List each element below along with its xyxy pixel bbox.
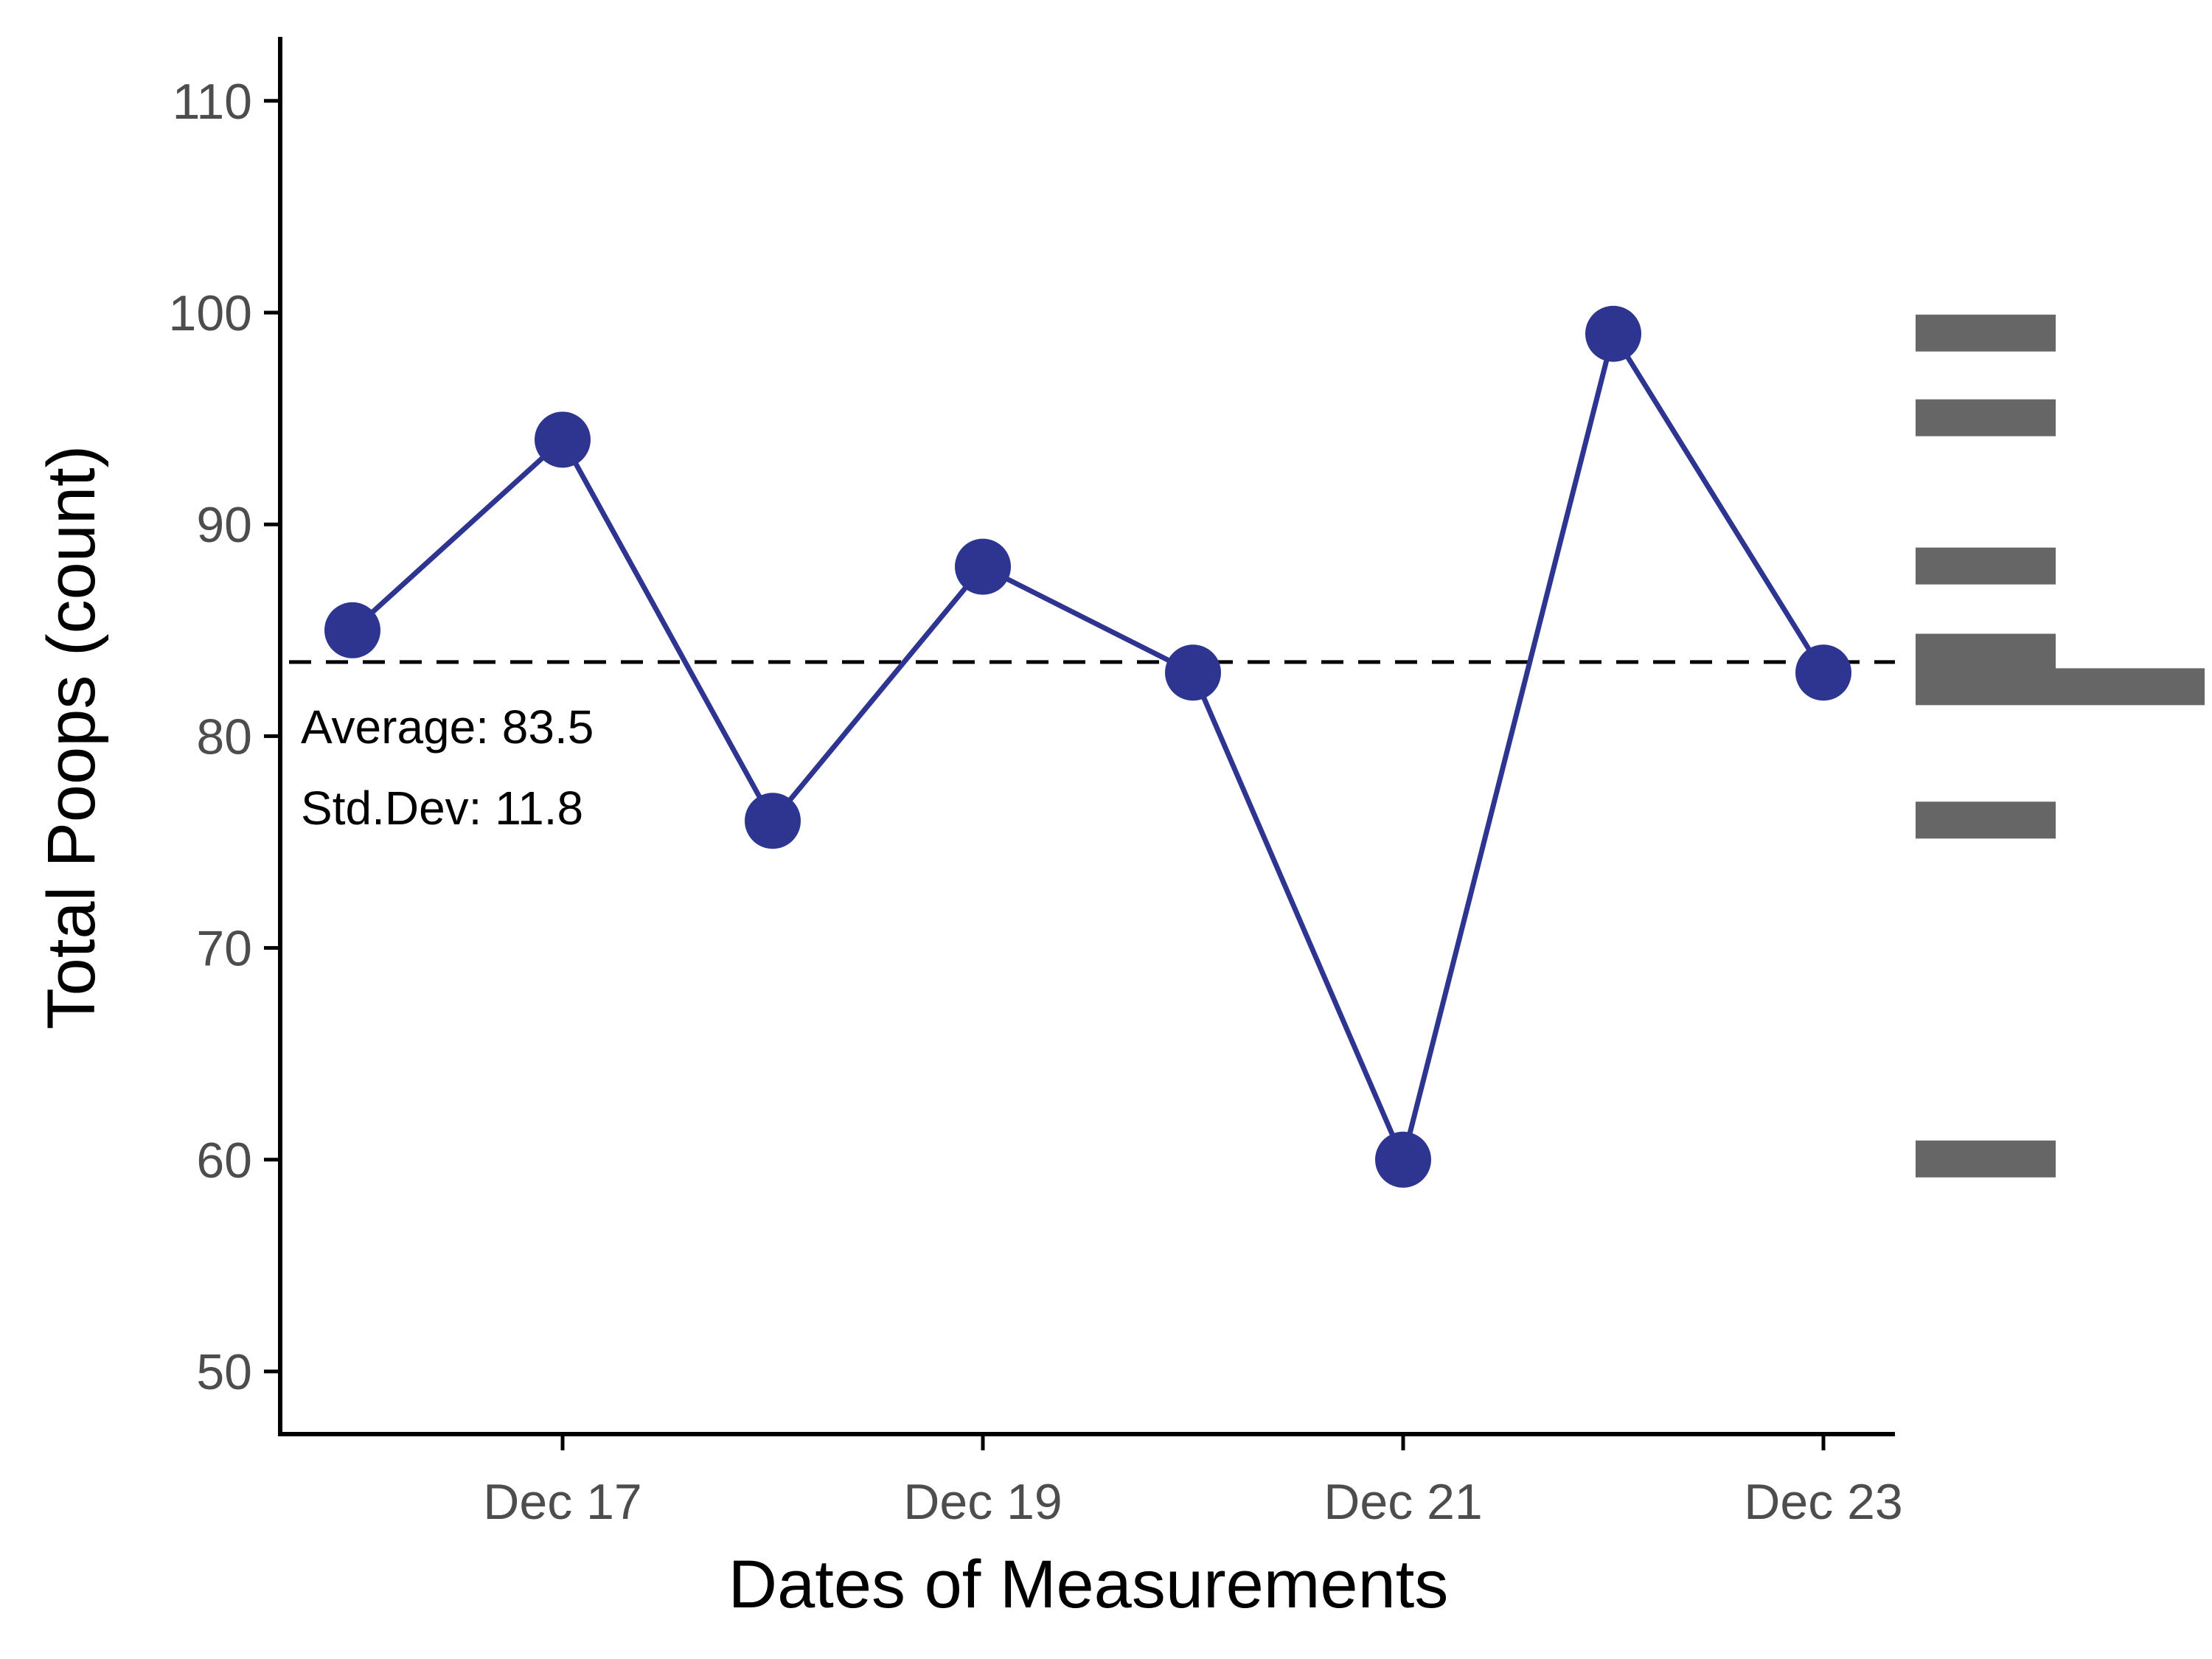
y-tick-label: 60 (196, 1133, 252, 1189)
x-tick-label: Dec 21 (1324, 1474, 1482, 1530)
data-point (535, 411, 591, 468)
data-point (1795, 644, 1851, 701)
data-point (955, 538, 1011, 595)
rug-mark (1916, 399, 2056, 437)
x-tick-label: Dec 23 (1744, 1474, 1902, 1530)
series-line (350, 327, 1826, 1168)
rug-mark (1916, 314, 2056, 352)
y-tick-label: 90 (196, 497, 252, 553)
y-tick-label: 70 (196, 921, 252, 977)
x-axis-ticks: Dec 17 Dec 19 Dec 21 Dec 23 (483, 1434, 1903, 1530)
rug-mark (1916, 653, 2056, 691)
data-point (1165, 644, 1221, 701)
marginal-rug (1916, 314, 2205, 1178)
rug-mark (1916, 547, 2056, 585)
data-point (1375, 1131, 1431, 1188)
data-point (324, 602, 380, 658)
x-axis-title: Dates of Measurements (728, 1547, 1449, 1622)
average-annotation: Average: 83.5 (301, 700, 594, 754)
y-tick-label: 100 (169, 285, 252, 341)
data-point (745, 793, 801, 849)
x-tick-label: Dec 17 (483, 1474, 641, 1530)
y-axis-ticks: 50 60 70 80 90 100 110 (169, 74, 280, 1400)
y-tick-label: 50 (196, 1344, 252, 1400)
rug-mark (1916, 801, 2056, 839)
x-tick-label: Dec 19 (903, 1474, 1062, 1530)
y-tick-label: 80 (196, 709, 252, 765)
rug-mark (1916, 1140, 2056, 1178)
data-points (324, 305, 1851, 1188)
data-point (1585, 305, 1641, 362)
stddev-annotation: Std.Dev: 11.8 (301, 782, 583, 835)
y-axis-title: Total Poops (count) (34, 445, 109, 1030)
y-tick-label: 110 (173, 74, 252, 130)
